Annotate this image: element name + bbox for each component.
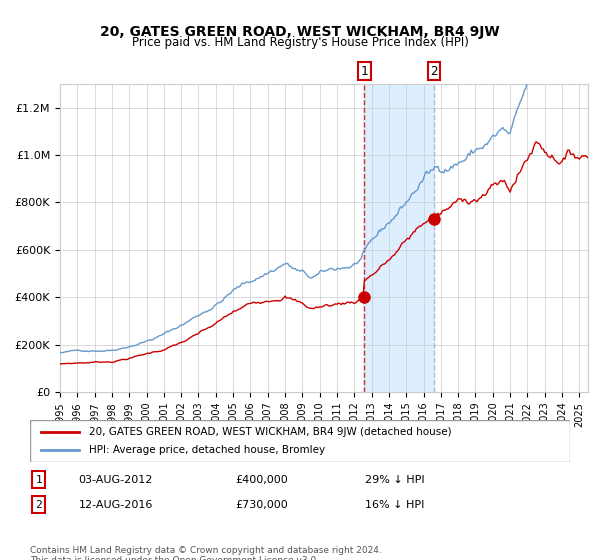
Text: 1: 1	[361, 65, 368, 78]
Bar	[571, 84, 588, 392]
Text: £730,000: £730,000	[235, 500, 288, 510]
Text: £400,000: £400,000	[235, 475, 288, 485]
FancyBboxPatch shape	[30, 420, 570, 462]
Text: Contains HM Land Registry data © Crown copyright and database right 2024.
This d: Contains HM Land Registry data © Crown c…	[30, 546, 382, 560]
Text: 20, GATES GREEN ROAD, WEST WICKHAM, BR4 9JW: 20, GATES GREEN ROAD, WEST WICKHAM, BR4 …	[100, 25, 500, 39]
Text: HPI: Average price, detached house, Bromley: HPI: Average price, detached house, Brom…	[89, 445, 326, 455]
Text: 12-AUG-2016: 12-AUG-2016	[79, 500, 153, 510]
Text: 29% ↓ HPI: 29% ↓ HPI	[365, 475, 424, 485]
Text: 20, GATES GREEN ROAD, WEST WICKHAM, BR4 9JW (detached house): 20, GATES GREEN ROAD, WEST WICKHAM, BR4 …	[89, 427, 452, 437]
Text: 16% ↓ HPI: 16% ↓ HPI	[365, 500, 424, 510]
Text: Price paid vs. HM Land Registry's House Price Index (HPI): Price paid vs. HM Land Registry's House …	[131, 36, 469, 49]
Text: 1: 1	[35, 475, 42, 485]
Text: 03-AUG-2012: 03-AUG-2012	[79, 475, 153, 485]
Text: 2: 2	[430, 65, 438, 78]
Text: 2: 2	[35, 500, 42, 510]
Bar	[364, 84, 434, 392]
